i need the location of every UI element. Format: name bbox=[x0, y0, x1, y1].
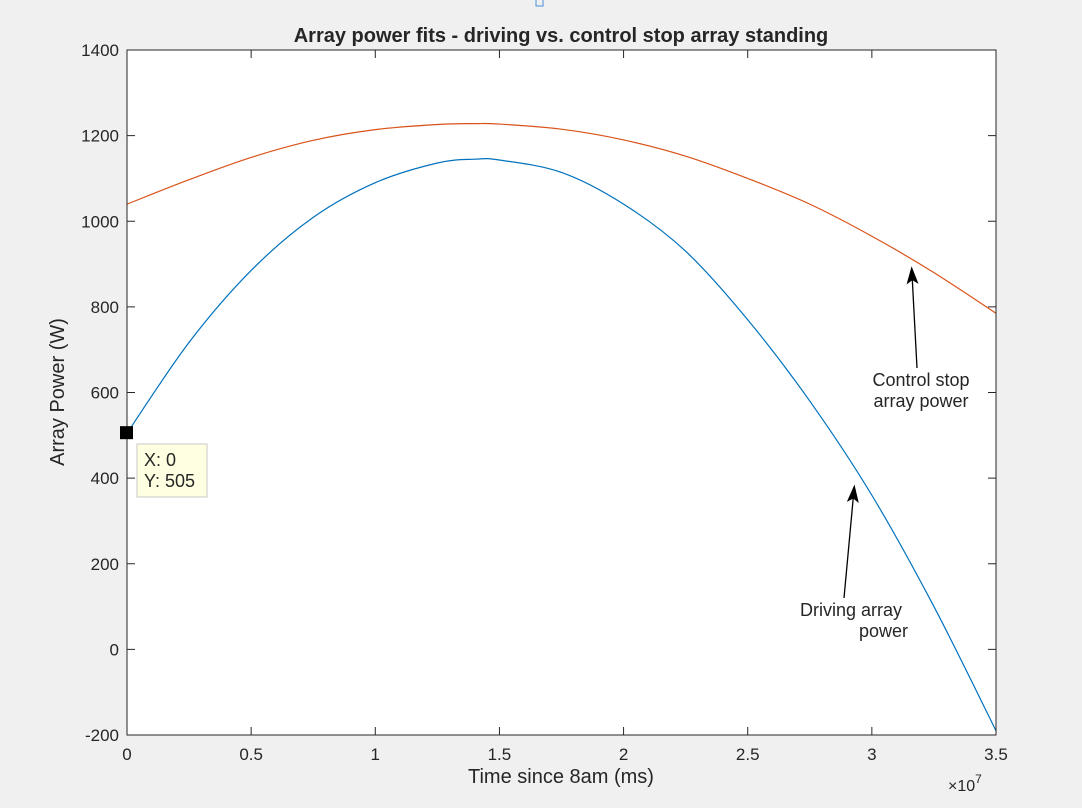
x-exponent-power: 7 bbox=[975, 772, 982, 786]
annotation-text: Control stop array power bbox=[872, 370, 969, 411]
ticks-layer: 0 0.5 1 1.5 2 2.5 3 3.5-20002004006008001000120… bbox=[81, 41, 1008, 764]
annotation-arrow-shaft bbox=[911, 280, 918, 369]
datatip-x: X: 0 bbox=[144, 450, 176, 470]
x-tick-label: 3.5 bbox=[984, 745, 1008, 764]
y-tick-label: 1400 bbox=[81, 41, 119, 60]
annotation-arrow-head bbox=[846, 484, 859, 504]
x-exponent: ×107 bbox=[948, 772, 982, 795]
x-exponent-base: ×10 bbox=[948, 778, 975, 795]
series-line-0 bbox=[126, 157, 997, 731]
top-handle-icon[interactable] bbox=[535, 0, 544, 7]
x-axis-label: Time since 8am (ms) bbox=[468, 766, 654, 788]
y-tick-label: -200 bbox=[85, 726, 119, 745]
annotation-arrow-shaft bbox=[843, 498, 854, 599]
y-tick-label: 0 bbox=[110, 640, 119, 659]
series-layer bbox=[126, 122, 997, 731]
datatip-layer[interactable]: X: 0Y: 505 bbox=[120, 426, 208, 498]
plot-area bbox=[127, 50, 996, 735]
y-tick-label: 400 bbox=[91, 469, 119, 488]
x-tick-label: 1.5 bbox=[488, 745, 512, 764]
series-line-1 bbox=[126, 122, 997, 314]
annotation-1: Driving array power bbox=[800, 484, 908, 641]
annotation-text: Driving array power bbox=[800, 600, 908, 641]
y-tick-label: 200 bbox=[91, 555, 119, 574]
y-tick-label: 1000 bbox=[81, 212, 119, 231]
x-tick-label: 2 bbox=[619, 745, 628, 764]
datatip-y: Y: 505 bbox=[144, 471, 195, 491]
annotation-line: power bbox=[859, 621, 908, 641]
y-tick-label: 600 bbox=[91, 384, 119, 403]
y-tick-label: 800 bbox=[91, 298, 119, 317]
y-axis-label: Array Power (W) bbox=[47, 318, 69, 466]
datatip-marker[interactable] bbox=[120, 426, 133, 440]
x-tick-label: 1 bbox=[371, 745, 380, 764]
annotation-layer: Control stop array power Driving array powe… bbox=[800, 266, 970, 641]
x-tick-label: 3 bbox=[867, 745, 876, 764]
x-tick-label: 2.5 bbox=[736, 745, 760, 764]
x-tick-label: 0 bbox=[122, 745, 131, 764]
annotation-line: Control stop bbox=[872, 370, 969, 390]
annotation-0: Control stop array power bbox=[872, 266, 970, 411]
chart-title: Array power fits - driving vs. control s… bbox=[294, 25, 829, 47]
y-tick-label: 1200 bbox=[81, 127, 119, 146]
x-tick-label: 0.5 bbox=[239, 745, 263, 764]
annotation-line: Driving array bbox=[800, 600, 902, 620]
annotation-arrow-head bbox=[906, 266, 919, 285]
annotation-line: array power bbox=[873, 391, 968, 411]
datatip-box[interactable] bbox=[136, 443, 208, 498]
